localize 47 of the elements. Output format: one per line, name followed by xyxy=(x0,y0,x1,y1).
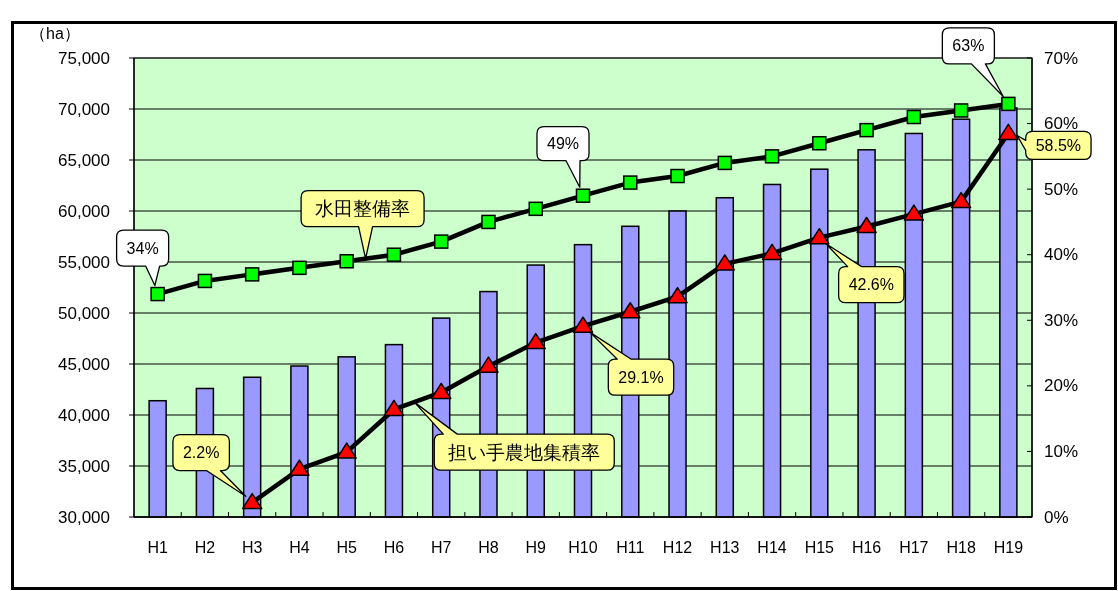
x-tick-label: H16 xyxy=(851,538,882,556)
y-tick-label: 50,000 xyxy=(58,303,110,323)
data-label: 49% xyxy=(547,135,579,153)
y2-tick-label: 70% xyxy=(1044,48,1079,68)
x-tick-label: H8 xyxy=(478,538,499,556)
x-tick-label: H17 xyxy=(899,538,929,556)
y2-tick-label: 50% xyxy=(1044,179,1079,199)
x-tick-label: H5 xyxy=(336,538,357,556)
y2-tick-label: 40% xyxy=(1044,245,1079,265)
data-label: 34% xyxy=(126,239,159,257)
y2-tick-label: 60% xyxy=(1044,114,1079,134)
y2-tick-label: 30% xyxy=(1044,310,1079,330)
y-tick-label: 65,000 xyxy=(58,150,110,170)
y-tick-label: 45,000 xyxy=(58,354,110,374)
x-tick-label: H6 xyxy=(383,538,405,556)
y-tick-label: 55,000 xyxy=(58,252,110,272)
x-tick-label: H11 xyxy=(616,538,645,556)
x-tick-label: H14 xyxy=(757,538,787,556)
data-label: 2.2% xyxy=(182,444,220,462)
data-label: 58.5% xyxy=(1035,136,1082,154)
data-label: 63% xyxy=(952,37,985,55)
x-tick-label: H12 xyxy=(662,538,693,556)
y-tick-label: 30,000 xyxy=(58,507,110,527)
y-tick-label: 35,000 xyxy=(58,456,110,476)
x-tick-label: H15 xyxy=(804,538,834,556)
y-tick-label: 60,000 xyxy=(58,201,110,221)
x-tick-label: H2 xyxy=(194,538,216,556)
y2-tick-label: 20% xyxy=(1044,376,1079,396)
data-label: 29.1% xyxy=(618,368,664,386)
x-tick-label: H19 xyxy=(993,538,1024,556)
y2-tick-label: 10% xyxy=(1044,441,1079,461)
x-tick-label: H3 xyxy=(241,538,263,556)
x-tick-label: H10 xyxy=(568,538,598,556)
x-tick-label: H1 xyxy=(147,538,168,556)
series-name: 水田整備率 xyxy=(315,198,411,220)
x-tick-label: H13 xyxy=(710,538,740,556)
x-tick-label: H18 xyxy=(946,538,976,556)
x-tick-label: H9 xyxy=(525,538,546,556)
data-label: 42.6% xyxy=(848,276,894,294)
y-tick-label: 40,000 xyxy=(58,405,110,425)
x-tick-label: H7 xyxy=(431,538,452,556)
y2-tick-label: 0% xyxy=(1044,507,1069,527)
y-axis-title: （ha） xyxy=(30,24,80,42)
x-tick-label: H4 xyxy=(289,538,310,556)
y-tick-label: 70,000 xyxy=(58,99,110,119)
series-name: 担い手農地集積率 xyxy=(448,441,601,463)
y-tick-label: 75,000 xyxy=(58,48,110,68)
